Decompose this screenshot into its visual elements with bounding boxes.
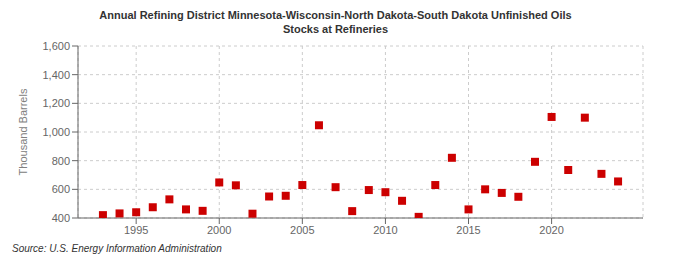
svg-text:2010: 2010	[373, 224, 397, 236]
svg-text:2015: 2015	[456, 224, 480, 236]
svg-text:2020: 2020	[539, 224, 563, 236]
svg-text:800: 800	[52, 155, 70, 167]
html-text:Annual Refining District Minne: Annual Refining District Minnesota-Wisco…	[99, 9, 572, 21]
svg-text:2000: 2000	[207, 224, 231, 236]
html-text:Source: U.S. Energy Informatio: Source: U.S. Energy Information Administ…	[12, 243, 222, 254]
svg-text:1,200: 1,200	[42, 97, 70, 109]
svg-text:400: 400	[52, 212, 70, 224]
svg-text:600: 600	[52, 183, 70, 195]
html-text:Stocks at Refineries: Stocks at Refineries	[282, 23, 389, 35]
svg-text:1995: 1995	[124, 224, 148, 236]
svg-text:Thousand Barrels: Thousand Barrels	[17, 88, 29, 175]
svg-text:1,400: 1,400	[42, 69, 70, 81]
svg-text:1,000: 1,000	[42, 126, 70, 138]
svg-text:2005: 2005	[290, 224, 314, 236]
svg-text:1,600: 1,600	[42, 40, 70, 52]
